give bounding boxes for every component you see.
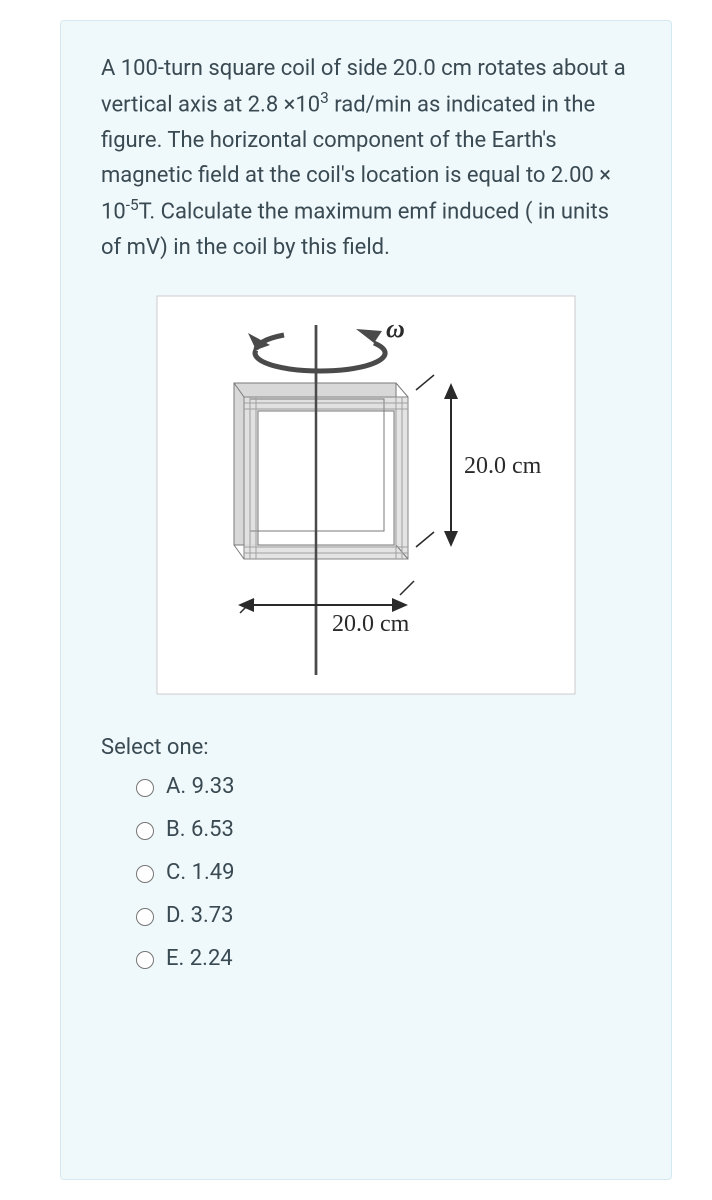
option-c[interactable]: C. 1.49 xyxy=(131,860,631,885)
question-card: A 100-turn square coil of side 20.0 cm r… xyxy=(60,20,672,1180)
radio-d[interactable] xyxy=(136,908,154,926)
option-e[interactable]: E. 2.24 xyxy=(131,946,631,971)
height-label: 20.0 cm xyxy=(464,453,542,479)
option-b[interactable]: B. 6.53 xyxy=(131,817,631,842)
option-e-label[interactable]: E. 2.24 xyxy=(166,946,233,971)
width-label: 20.0 cm xyxy=(332,611,410,637)
option-d-label[interactable]: D. 3.73 xyxy=(166,903,234,928)
option-b-label[interactable]: B. 6.53 xyxy=(166,817,234,842)
q-text-3: T. Calculate the maximum emf induced ( i… xyxy=(101,199,609,259)
radio-e[interactable] xyxy=(136,951,154,969)
omega-label: ω xyxy=(386,314,405,343)
option-c-label[interactable]: C. 1.49 xyxy=(166,860,235,885)
coil-figure: ω xyxy=(156,295,576,695)
option-d[interactable]: D. 3.73 xyxy=(131,903,631,928)
q-sup-2: -5 xyxy=(126,196,139,214)
q-sup-1: 3 xyxy=(320,89,329,107)
figure-container: ω xyxy=(101,295,631,695)
option-a[interactable]: A. 9.33 xyxy=(131,774,631,799)
radio-c[interactable] xyxy=(136,865,154,883)
radio-b[interactable] xyxy=(136,822,154,840)
select-one-label: Select one: xyxy=(101,735,631,760)
question-text: A 100-turn square coil of side 20.0 cm r… xyxy=(101,51,631,265)
radio-a[interactable] xyxy=(136,779,154,797)
option-a-label[interactable]: A. 9.33 xyxy=(166,774,235,799)
options-group: A. 9.33 B. 6.53 C. 1.49 D. 3.73 xyxy=(101,774,631,971)
